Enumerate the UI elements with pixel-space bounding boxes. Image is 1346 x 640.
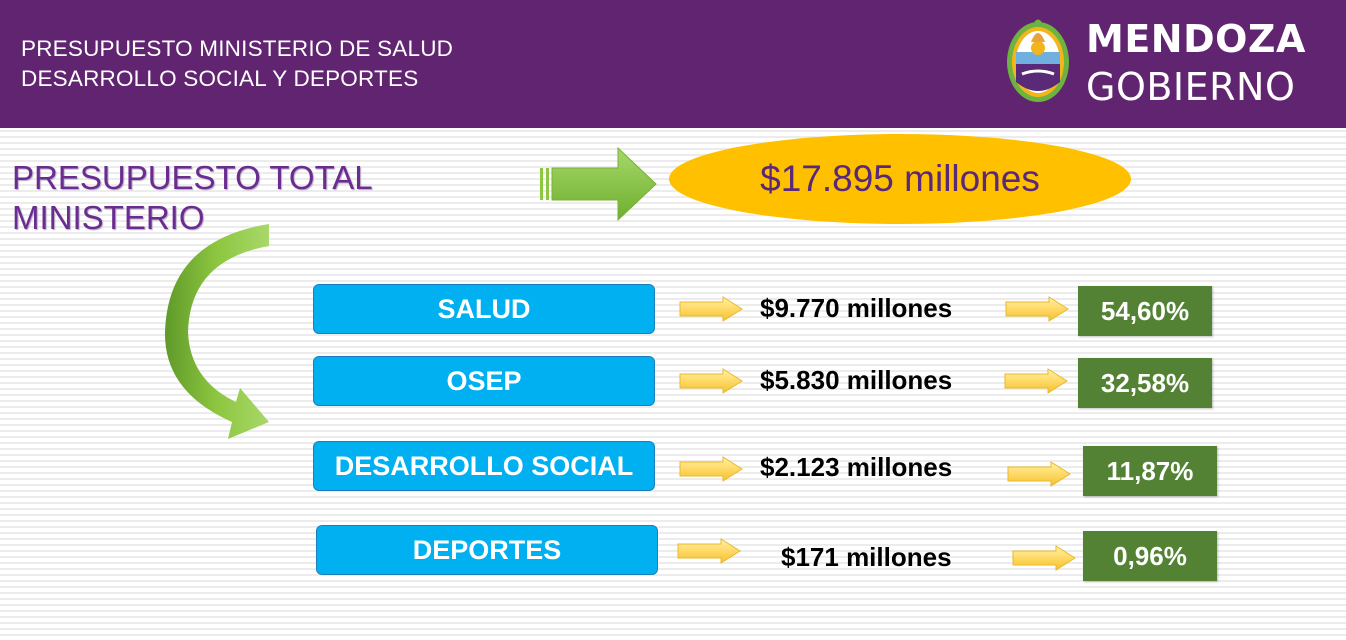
arrow-right-icon xyxy=(679,456,743,482)
total-budget-amount: $17.895 millones xyxy=(760,158,1040,199)
arrow-right-icon xyxy=(1005,296,1069,322)
total-arrow-icon xyxy=(540,146,657,222)
total-budget-label: PRESUPUESTO TOTAL MINISTERIO xyxy=(12,158,373,238)
category-desarrollo-social: DESARROLLO SOCIAL xyxy=(313,441,655,491)
total-budget-value: $17.895 millones xyxy=(669,134,1131,224)
category-salud: SALUD xyxy=(313,284,655,334)
arrow-right-icon xyxy=(677,538,741,564)
percent-deportes: 0,96% xyxy=(1083,531,1217,581)
header-title-line2: DESARROLLO SOCIAL Y DEPORTES xyxy=(21,66,419,91)
arrow-right-icon xyxy=(1007,461,1071,487)
percent-desarrollo-social: 11,87% xyxy=(1083,446,1217,496)
header-banner: PRESUPUESTO MINISTERIO DE SALUD DESARROL… xyxy=(0,0,1346,128)
amount-salud: $9.770 millones xyxy=(760,293,953,323)
amount-osep: $5.830 millones xyxy=(760,365,953,395)
curved-arrow-icon xyxy=(164,224,269,439)
header-title: PRESUPUESTO MINISTERIO DE SALUD DESARROL… xyxy=(21,34,453,94)
amount-deportes: $171 millones xyxy=(781,542,952,572)
logo-line1: MENDOZA xyxy=(1086,17,1306,61)
arrow-right-icon xyxy=(679,296,743,322)
percent-salud-value: 54,60% xyxy=(1100,295,1190,326)
percent-salud: 54,60% xyxy=(1078,286,1212,336)
category-deportes: DEPORTES xyxy=(316,525,658,575)
category-osep-label: OSEP xyxy=(446,365,522,396)
category-osep: OSEP xyxy=(313,356,655,406)
total-label-line2: MINISTERIO xyxy=(12,199,205,236)
logo-text: MENDOZA GOBIERNO xyxy=(1086,15,1306,111)
logo-line2: GOBIERNO xyxy=(1086,65,1296,109)
category-deportes-label: DEPORTES xyxy=(412,534,562,565)
total-label-line1: PRESUPUESTO TOTAL xyxy=(12,159,373,196)
coat-of-arms-icon xyxy=(1007,19,1069,102)
arrow-right-icon xyxy=(679,368,743,394)
arrow-right-icon xyxy=(1004,368,1068,394)
percent-osep-value: 32,58% xyxy=(1100,367,1190,398)
percent-desarrollo-social-value: 11,87% xyxy=(1106,455,1194,486)
percent-osep: 32,58% xyxy=(1078,358,1212,408)
arrow-right-icon xyxy=(1012,545,1076,571)
percent-deportes-value: 0,96% xyxy=(1113,540,1187,571)
amount-desarrollo-social: $2.123 millones xyxy=(760,452,953,482)
header-title-line1: PRESUPUESTO MINISTERIO DE SALUD xyxy=(21,36,454,61)
category-desarrollo-social-label: DESARROLLO SOCIAL xyxy=(334,450,634,481)
category-salud-label: SALUD xyxy=(437,293,531,324)
